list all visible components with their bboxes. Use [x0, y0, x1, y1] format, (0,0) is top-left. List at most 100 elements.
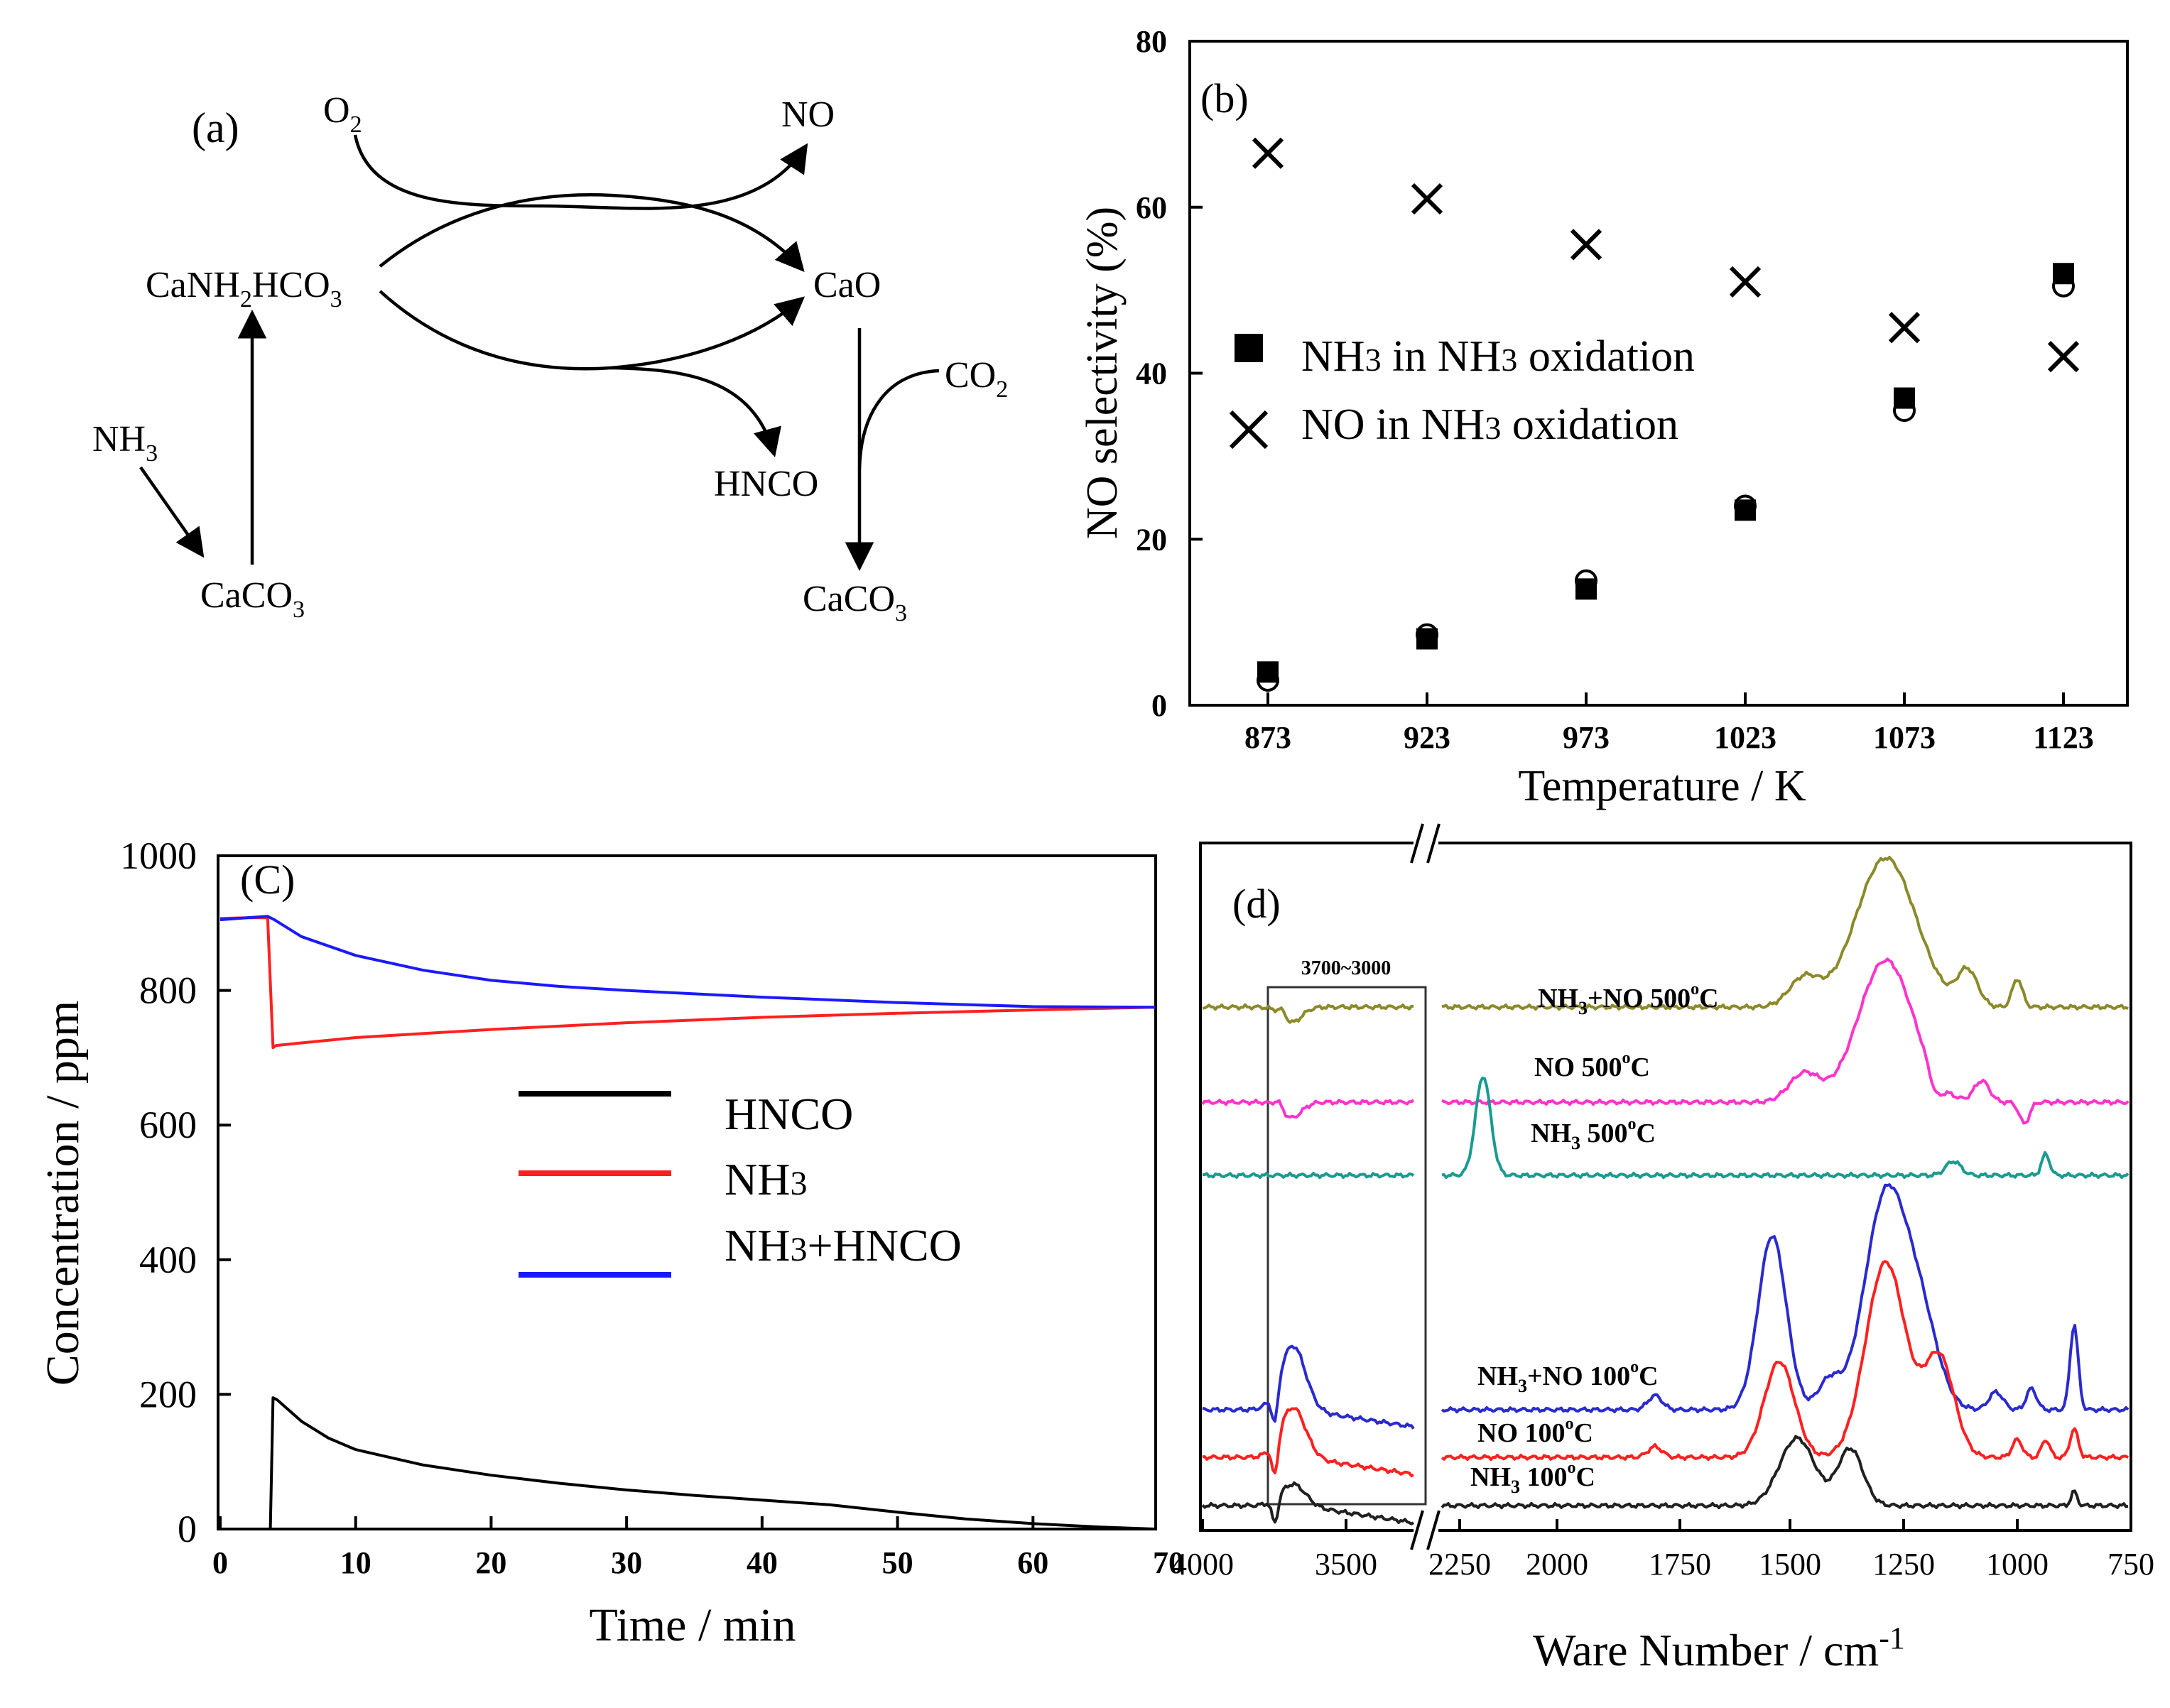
c-xtick-label: 40 [747, 1545, 778, 1580]
legend-c-entry-hnco: HNCO [725, 1089, 853, 1139]
b-point-circle [1893, 399, 1916, 423]
d-series-label: NO 100oC [1477, 1415, 1593, 1448]
legend-b-entry-1: NH3 in NH3 oxidation [1301, 332, 1695, 381]
species-caco3-right: CaCO3 [803, 579, 907, 626]
d-xtick-label: 1500 [1759, 1547, 1821, 1582]
species-cao: CaO [813, 265, 881, 305]
d-spectrum-right [1441, 1435, 2129, 1510]
panel-d-frame [1199, 842, 2132, 1532]
b-point-circle [1575, 569, 1597, 592]
panel-c-frame [217, 854, 1157, 1530]
d-series-label: NH3 100oC [1470, 1459, 1595, 1497]
arrow-nh3-to-caco3 [139, 466, 205, 558]
inset-region-label: 3700~3000 [1301, 957, 1391, 979]
d-spectrum-right [1441, 957, 2130, 1125]
arrow-o2-to-no [353, 134, 808, 210]
panel-d-chart: (d) 3700~3000 NH3+NO 500oC NO 500oC NH3 50… [1171, 823, 2154, 1675]
b-ytick-label: 0 [1151, 688, 1167, 723]
d-spectrum-left [1202, 1344, 1415, 1430]
b-point-cross [1570, 229, 1602, 261]
species-co2: CO2 [945, 355, 1008, 403]
d-spectrum-left [1202, 1407, 1414, 1477]
panel-b-legend: NH3 in NH3 oxidation NO in NH3 oxidation [1229, 332, 1695, 450]
panel-c-xlabel: Time / min [590, 1599, 796, 1651]
d-spectrum-right [1441, 1077, 2130, 1180]
d-xtick-label: 2250 [1428, 1547, 1491, 1582]
d-series-label: NH3 500oC [1531, 1115, 1656, 1153]
panel-c-ylabel: Concentration / ppm [37, 1001, 89, 1386]
d-series-label: NH3+NO 500oC [1538, 980, 1719, 1018]
b-point-circle [1257, 668, 1279, 692]
d-xtick-label: 3500 [1315, 1547, 1377, 1582]
b-point-cross [1729, 266, 1762, 298]
panel-b-chart: (b) 873 923 973 1023 1073 1123 0 20 40 60 80 Tempe… [1078, 24, 2129, 810]
d-xtick-label: 4000 [1171, 1547, 1234, 1582]
d-spectrum-left [1202, 1171, 1415, 1180]
axis-break-marks [1410, 823, 1441, 1550]
d-xtick-label: 750 [2107, 1547, 2154, 1582]
legend-b-entry-2: NO in NH3 oxidation [1301, 401, 1678, 449]
panel-b-ylabel: NO selectivity (%) [1078, 207, 1127, 539]
species-caco3-left: CaCO3 [200, 575, 305, 623]
c-xtick-label: 50 [882, 1545, 913, 1580]
d-xtick-label: 2000 [1526, 1547, 1588, 1582]
b-ytick-label: 40 [1136, 357, 1167, 391]
arrow-upper-to-cao [379, 193, 805, 273]
b-xtick-label: 1023 [1714, 720, 1776, 755]
d-xtick-label: 1750 [1649, 1547, 1711, 1582]
panel-a-label: (a) [192, 104, 239, 151]
legend-c-entry-nh3: NH3 [725, 1154, 807, 1204]
b-ytick-label: 20 [1136, 522, 1167, 557]
c-ytick-label: 200 [139, 1373, 197, 1415]
panel-c-legend: HNCO NH3 NH3+HNCO [519, 1089, 962, 1278]
c-series-hnco [220, 1396, 1155, 1530]
arrow-to-hnco [610, 366, 781, 457]
b-xtick-label: 873 [1244, 720, 1291, 755]
d-xtick-label: 1250 [1872, 1547, 1935, 1582]
b-xtick-label: 973 [1563, 720, 1610, 755]
b-point-circle [2052, 274, 2075, 298]
d-series-label: NH3+NO 100oC [1477, 1358, 1659, 1396]
panel-d-xlabel: Ware Number / cm-1 [1533, 1621, 1905, 1675]
panel-b-xlabel: Temperature / K [1518, 762, 1806, 810]
b-ytick-label: 60 [1136, 190, 1167, 225]
species-canh2hco3: CaNH2HCO3 [146, 265, 342, 312]
panel-c-label: (C) [240, 856, 295, 903]
species-nh3: NH3 [92, 419, 158, 467]
d-spectrum-left [1201, 1098, 1415, 1119]
b-point-circle [1734, 494, 1757, 518]
panel-c-chart: (C) 0 10 20 30 40 50 60 70 0 200 400 600 800 1000 Tim… [37, 834, 1184, 1651]
legend-c-entry-nh3-hnco: NH3+HNCO [725, 1220, 962, 1271]
b-xtick-label: 1073 [1873, 720, 1936, 755]
arrow-lower-to-cao [379, 290, 805, 371]
c-xtick-label: 30 [611, 1545, 642, 1580]
c-ytick-label: 0 [178, 1508, 197, 1550]
panel-a-scheme: (a) O2 NO CaNH2HCO3 CaO CO2 NH3 HNCO CaC… [92, 90, 1008, 626]
c-ytick-label: 600 [139, 1104, 197, 1146]
species-no: NO [781, 94, 835, 135]
b-xtick-label: 1123 [2033, 720, 2094, 755]
d-spectrum-left [1202, 1003, 1414, 1024]
arrow-co2-join [857, 369, 940, 469]
species-hnco: HNCO [714, 464, 818, 504]
c-series-nh3 [219, 916, 1155, 1050]
b-point-cross [1252, 137, 1284, 169]
b-point-circle [1416, 623, 1438, 646]
b-ytick-label: 80 [1136, 24, 1167, 59]
b-point-cross [1888, 312, 1921, 344]
b-point-cross [2047, 341, 2080, 373]
c-ytick-label: 800 [139, 969, 197, 1012]
legend-b-square-marker [1235, 334, 1263, 362]
d-series-label: NO 500oC [1534, 1049, 1650, 1082]
c-xtick-label: 60 [1017, 1545, 1048, 1580]
c-xtick-label: 70 [1153, 1545, 1184, 1580]
d-spectrum-right [1441, 1183, 2130, 1414]
d-spectrum-left [1201, 1481, 1414, 1525]
inset-region-box [1266, 986, 1427, 1506]
b-point-cross [1411, 183, 1443, 215]
c-xtick-label: 20 [475, 1545, 506, 1580]
legend-b-cross-marker [1229, 410, 1269, 450]
d-spectrum-right [1441, 856, 2129, 1011]
panel-d-label: (d) [1232, 881, 1281, 927]
species-o2: O2 [323, 90, 362, 138]
